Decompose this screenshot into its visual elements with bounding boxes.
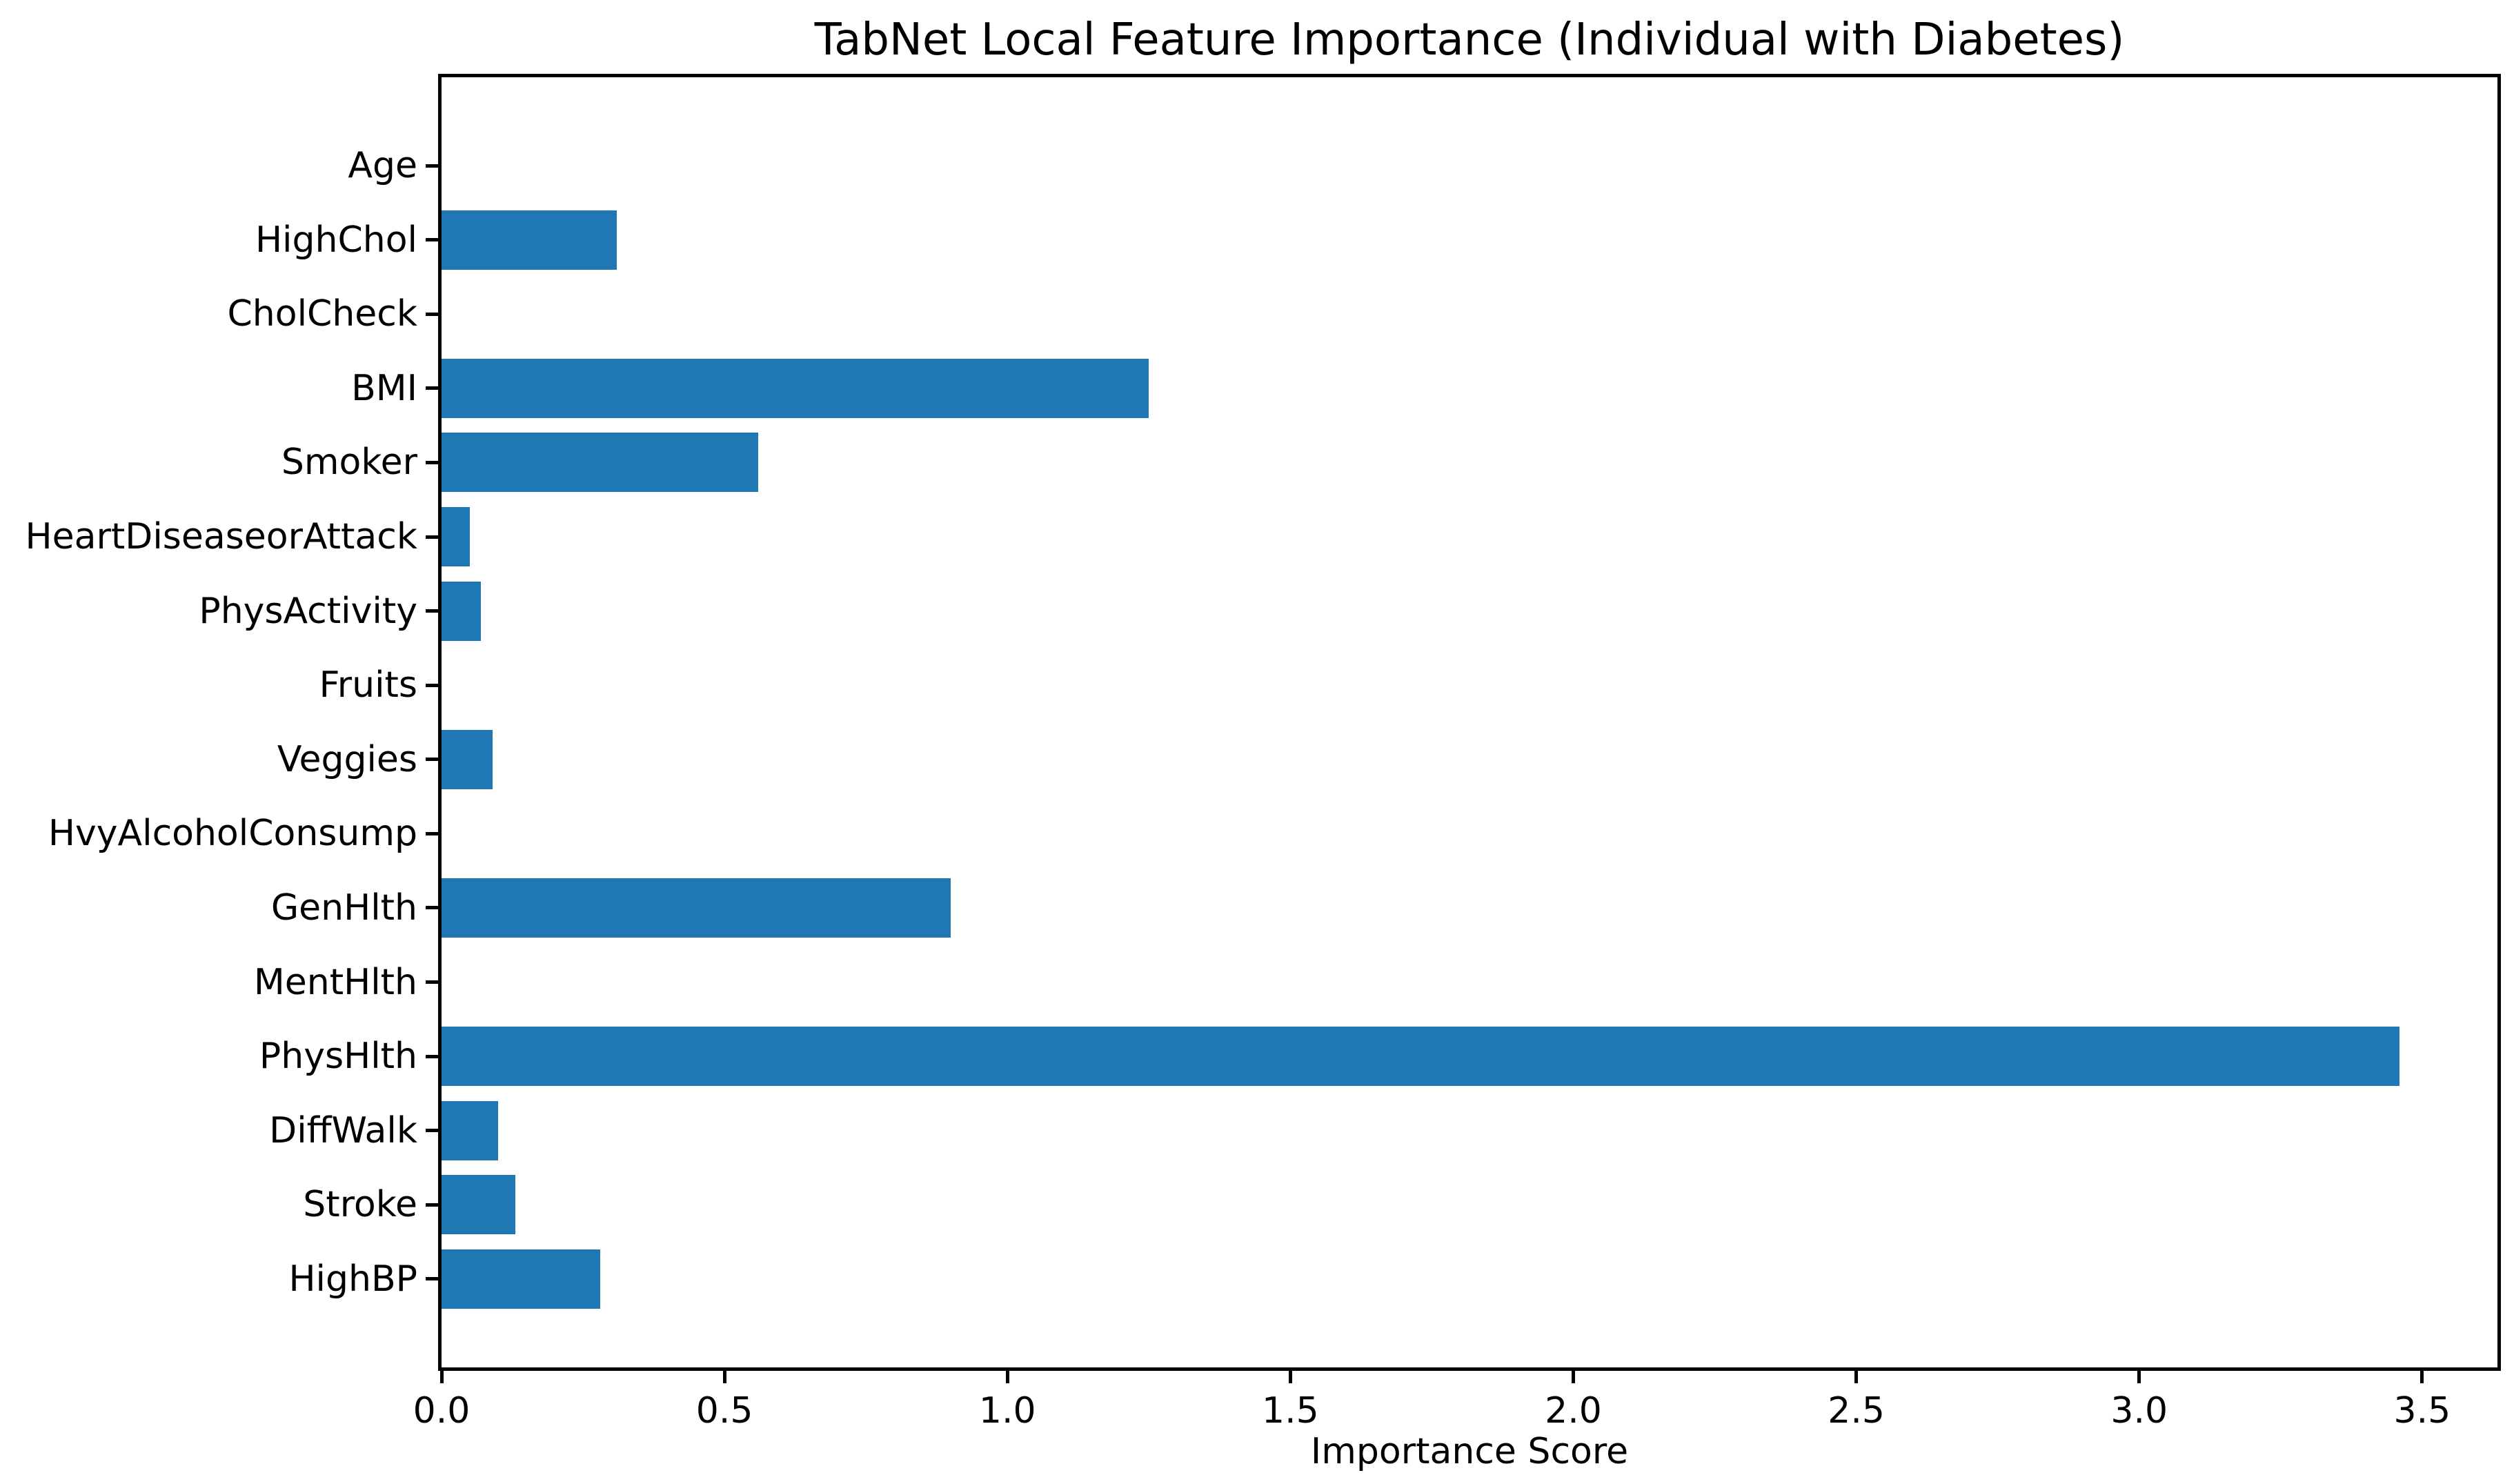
x-tick-mark [2420, 1371, 2424, 1383]
y-tick-label-Stroke: Stroke [303, 1184, 417, 1226]
y-tick-mark [426, 906, 438, 910]
y-tick-mark [426, 831, 438, 835]
bar-PhysActivity [442, 581, 482, 641]
x-tick-mark [1288, 1371, 1292, 1383]
x-tick-label-0.5: 0.5 [695, 1390, 753, 1432]
y-tick-label-Smoker: Smoker [281, 442, 417, 484]
x-tick-mark [2137, 1371, 2141, 1383]
x-tick-label-1.5: 1.5 [1262, 1390, 1319, 1432]
x-tick-label-0.0: 0.0 [413, 1390, 471, 1432]
x-tick-label-1.0: 1.0 [978, 1390, 1036, 1432]
y-tick-label-HvyAlcoholConsump: HvyAlcoholConsump [48, 813, 417, 855]
y-tick-label-MentHlth: MentHlth [253, 961, 417, 1003]
bar-Smoker [442, 433, 759, 493]
bar-GenHlth [442, 878, 951, 938]
y-tick-mark [426, 1129, 438, 1133]
y-tick-label-PhysActivity: PhysActivity [199, 590, 417, 632]
x-tick-mark [439, 1371, 444, 1383]
bar-HighBP [442, 1249, 600, 1309]
y-tick-mark [426, 1203, 438, 1207]
y-tick-label-GenHlth: GenHlth [270, 887, 417, 929]
y-tick-mark [426, 758, 438, 762]
x-tick-label-2.0: 2.0 [1545, 1390, 1602, 1432]
bar-HighChol [442, 210, 617, 270]
y-tick-mark [426, 609, 438, 613]
bar-BMI [442, 358, 1149, 418]
y-tick-mark [426, 683, 438, 687]
bar-Stroke [442, 1175, 515, 1235]
x-tick-label-3.5: 3.5 [2393, 1390, 2451, 1432]
bar-DiffWalk [442, 1100, 499, 1160]
x-tick-mark [722, 1371, 726, 1383]
bar-PhysHlth [442, 1027, 2400, 1087]
y-tick-mark [426, 238, 438, 242]
chart-title: TabNet Local Feature Importance (Individ… [814, 14, 2125, 66]
y-tick-label-HeartDiseaseorAttack: HeartDiseaseorAttack [25, 516, 417, 557]
x-axis-label: Importance Score [1310, 1431, 1629, 1472]
y-tick-label-PhysHlth: PhysHlth [259, 1036, 417, 1078]
x-tick-label-2.5: 2.5 [1828, 1390, 1885, 1432]
y-tick-mark [426, 460, 438, 464]
y-tick-label-Fruits: Fruits [319, 664, 417, 706]
bar-HeartDiseaseorAttack [442, 506, 470, 567]
y-tick-mark [426, 386, 438, 390]
x-tick-mark [1005, 1371, 1009, 1383]
y-tick-label-Veggies: Veggies [277, 738, 417, 780]
y-tick-label-BMI: BMI [351, 367, 417, 409]
y-tick-label-Age: Age [348, 145, 417, 187]
y-tick-mark [426, 535, 438, 539]
y-tick-label-DiffWalk: DiffWalk [269, 1109, 417, 1151]
plot-area [438, 74, 2501, 1371]
y-tick-label-CholCheck: CholCheck [227, 293, 418, 335]
y-tick-mark [426, 312, 438, 316]
x-tick-mark [1572, 1371, 1576, 1383]
x-tick-mark [1854, 1371, 1859, 1383]
y-tick-label-HighChol: HighChol [255, 219, 417, 261]
y-tick-mark [426, 1054, 438, 1058]
bar-Veggies [442, 729, 493, 789]
y-tick-mark [426, 164, 438, 168]
y-tick-label-HighBP: HighBP [288, 1258, 417, 1300]
y-tick-mark [426, 980, 438, 985]
x-tick-label-3.0: 3.0 [2110, 1390, 2168, 1432]
y-tick-mark [426, 1277, 438, 1281]
